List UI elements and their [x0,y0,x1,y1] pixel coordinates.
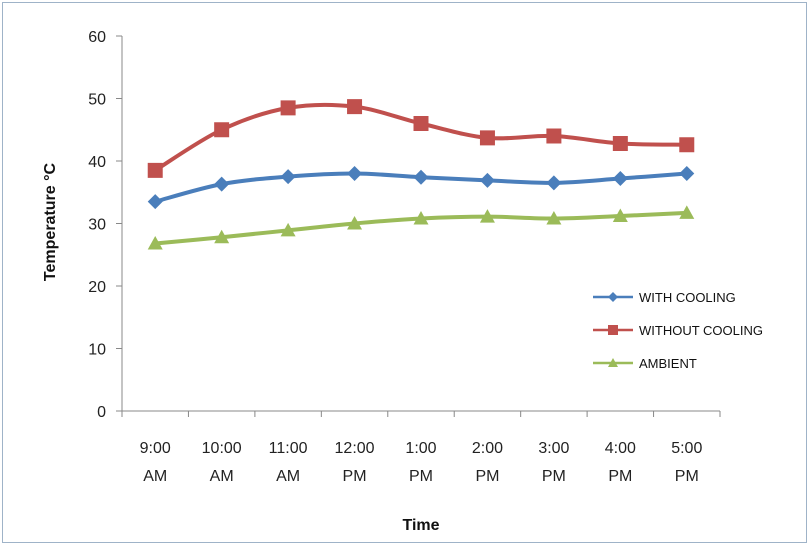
x-tick-label: 9:00 AM [140,440,171,485]
y-axis-title: Temperature °C [42,162,59,281]
legend-item-ambient: AMBIENT [593,356,697,371]
series-line-without-cooling [154,102,687,173]
legend-item-with-cooling: WITH COOLING [593,290,736,305]
legend-marker [608,358,618,367]
data-point-without-cooling [413,116,429,131]
data-point-with-cooling [479,172,495,188]
data-point-ambient [147,236,163,250]
x-tick-label: 3:00 PM [538,440,569,485]
x-tick-label: 2:00 PM [472,440,503,485]
y-tick-label: 0 [97,404,106,421]
data-point-ambient [546,211,562,225]
y-tick-label: 40 [88,154,106,171]
x-axis-title: Time [402,517,439,534]
data-point-with-cooling [147,194,163,210]
data-point-ambient [280,222,296,237]
legend-marker [608,325,618,335]
y-tick-label: 60 [88,29,106,46]
legend-label: WITHOUT COOLING [639,323,763,338]
data-point-without-cooling [546,128,562,144]
data-point-without-cooling [612,136,628,151]
legend-label: WITH COOLING [639,290,736,305]
data-point-ambient [214,229,230,244]
data-point-ambient [479,209,495,223]
x-tick-label: 5:00 PM [671,440,702,485]
data-point-with-cooling [413,169,429,185]
data-point-without-cooling [347,99,363,115]
y-tick-label: 50 [88,92,106,109]
series-markers [147,99,695,250]
legend-item-without-cooling: WITHOUT COOLING [593,323,763,338]
x-tick-label: 11:00 AM [269,440,308,485]
legend-label: AMBIENT [639,356,697,371]
data-point-ambient [347,216,363,230]
data-point-without-cooling [679,137,695,153]
data-point-with-cooling [347,166,363,181]
legend-marker [608,292,618,302]
x-tick-label: 4:00 PM [605,440,636,485]
x-tick-label: 12:00 PM [335,440,375,485]
y-tick-label: 10 [88,342,106,359]
x-tick-label: 10:00 AM [202,440,242,485]
data-point-with-cooling [214,176,230,192]
data-point-with-cooling [280,169,296,185]
data-point-without-cooling [147,162,163,178]
x-tick-label: 1:00 PM [405,440,436,485]
y-tick-label: 30 [88,217,106,234]
data-point-without-cooling [280,100,296,116]
y-tick-labels: 0 10 20 30 40 50 60 [88,29,106,421]
y-tick-label: 20 [88,279,106,296]
legend: WITH COOLING WITHOUT COOLING AMBIENT [593,290,763,371]
data-point-with-cooling [612,171,628,186]
x-tick-labels: 9:00 AM 10:00 AM 11:00 AM 12:00 PM 1:00 PM 2:00 PM 3… [140,440,703,485]
data-point-with-cooling [679,166,695,181]
data-point-ambient [413,211,429,225]
data-point-without-cooling [479,130,495,146]
axes [116,35,721,417]
data-point-with-cooling [546,175,562,191]
data-point-ambient [612,208,628,222]
data-point-without-cooling [214,122,230,138]
data-point-ambient [679,205,695,219]
